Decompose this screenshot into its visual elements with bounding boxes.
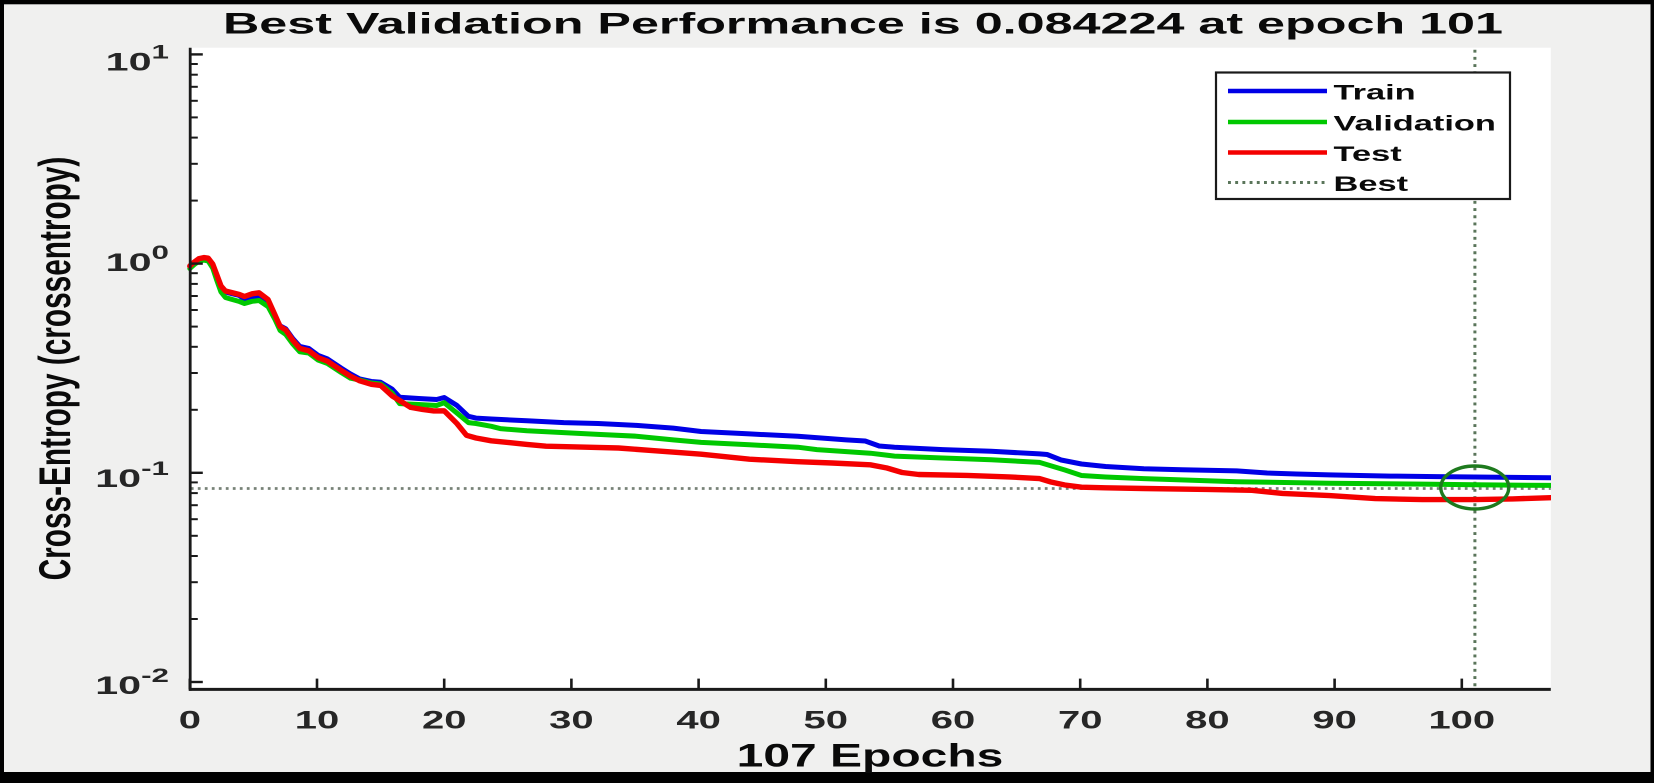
svg-text:100: 100 [106,243,169,277]
svg-text:Best Validation Performance is: Best Validation Performance is 0.084224 … [223,8,1503,41]
svg-text:101: 101 [106,42,169,76]
svg-text:107 Epochs: 107 Epochs [737,737,1004,773]
svg-text:100: 100 [1428,707,1495,735]
svg-text:70: 70 [1058,707,1102,735]
svg-text:30: 30 [549,707,593,735]
svg-text:40: 40 [676,707,720,735]
svg-text:10-2: 10-2 [95,666,169,700]
svg-text:Cross-Entropy (crossentropy): Cross-Entropy (crossentropy) [31,157,80,581]
svg-text:Best: Best [1334,172,1409,196]
svg-text:10-1: 10-1 [95,459,169,493]
svg-text:80: 80 [1185,707,1229,735]
svg-text:0: 0 [179,707,201,735]
svg-text:Train: Train [1334,81,1416,105]
svg-text:60: 60 [931,707,975,735]
svg-text:90: 90 [1312,707,1356,735]
svg-text:Validation: Validation [1334,112,1496,136]
svg-text:50: 50 [804,707,848,735]
svg-text:Test: Test [1334,142,1403,166]
svg-text:10: 10 [295,707,339,735]
svg-text:20: 20 [422,707,466,735]
